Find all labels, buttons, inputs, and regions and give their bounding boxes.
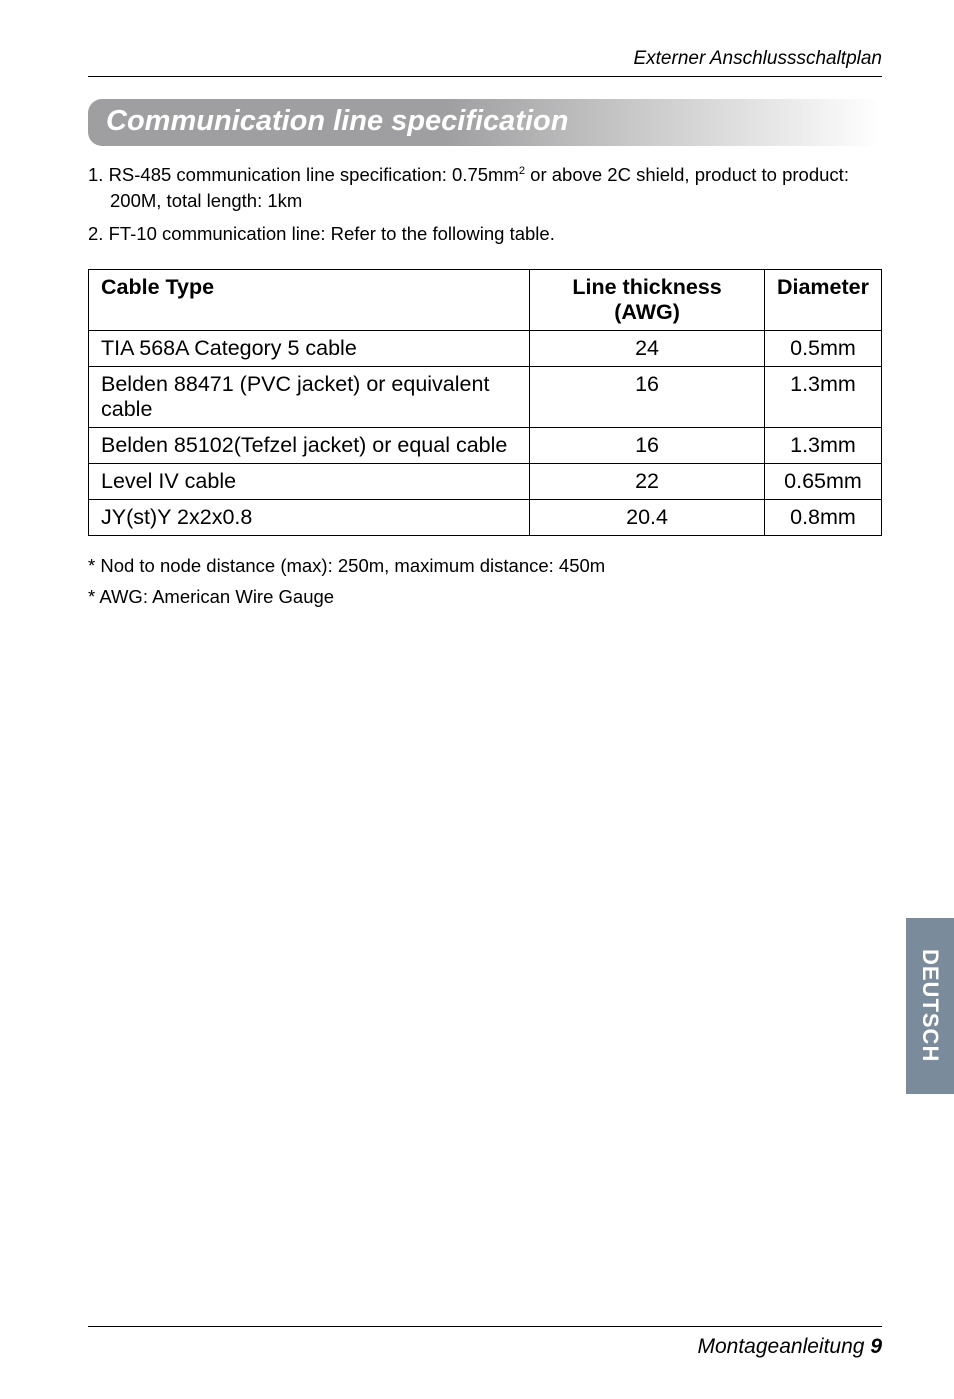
th-diameter: Diameter — [764, 269, 881, 330]
th-cable-type: Cable Type — [89, 269, 530, 330]
table-row: Belden 88471 (PVC jacket) or equivalent … — [89, 366, 882, 427]
table-header-row: Cable Type Line thickness (AWG) Diameter — [89, 269, 882, 330]
spec1-prefix: 1. RS-485 communication line specificati… — [88, 164, 519, 185]
language-tab-label: DEUTSCH — [917, 949, 943, 1062]
cell-diameter: 1.3mm — [764, 366, 881, 427]
footnote-1: * Nod to node distance (max): 250m, maxi… — [88, 552, 882, 580]
cell-awg: 16 — [530, 366, 765, 427]
footer-text: Montageanleitung — [698, 1335, 865, 1358]
cell-diameter: 0.8mm — [764, 499, 881, 535]
footnotes: * Nod to node distance (max): 250m, maxi… — [88, 552, 882, 612]
page-number: 9 — [870, 1335, 882, 1358]
cell-cable-type: Belden 85102(Tefzel jacket) or equal cab… — [89, 427, 530, 463]
language-tab: DEUTSCH — [906, 918, 954, 1094]
section-header: Communication line specification — [88, 99, 882, 146]
table-row: JY(st)Y 2x2x0.8 20.4 0.8mm — [89, 499, 882, 535]
cell-diameter: 0.65mm — [764, 463, 881, 499]
cable-table: Cable Type Line thickness (AWG) Diameter… — [88, 269, 882, 536]
spec-list: 1. RS-485 communication line specificati… — [88, 162, 882, 247]
cell-cable-type: JY(st)Y 2x2x0.8 — [89, 499, 530, 535]
cell-diameter: 1.3mm — [764, 427, 881, 463]
section-title: Communication line specification — [106, 105, 568, 137]
running-header: Externer Anschlussschaltplan — [88, 48, 882, 77]
page-footer: Montageanleitung 9 — [88, 1326, 882, 1359]
cell-awg: 22 — [530, 463, 765, 499]
table-row: Level IV cable 22 0.65mm — [89, 463, 882, 499]
cell-diameter: 0.5mm — [764, 330, 881, 366]
spec-item-1: 1. RS-485 communication line specificati… — [88, 162, 882, 213]
cell-awg: 16 — [530, 427, 765, 463]
spec-item-2: 2. FT-10 communication line: Refer to th… — [88, 221, 882, 247]
table-row: Belden 85102(Tefzel jacket) or equal cab… — [89, 427, 882, 463]
footnote-2: * AWG: American Wire Gauge — [88, 583, 882, 611]
cell-cable-type: Belden 88471 (PVC jacket) or equivalent … — [89, 366, 530, 427]
cell-cable-type: TIA 568A Category 5 cable — [89, 330, 530, 366]
cell-cable-type: Level IV cable — [89, 463, 530, 499]
table-row: TIA 568A Category 5 cable 24 0.5mm — [89, 330, 882, 366]
cell-awg: 20.4 — [530, 499, 765, 535]
th-line-thickness: Line thickness (AWG) — [530, 269, 765, 330]
cell-awg: 24 — [530, 330, 765, 366]
